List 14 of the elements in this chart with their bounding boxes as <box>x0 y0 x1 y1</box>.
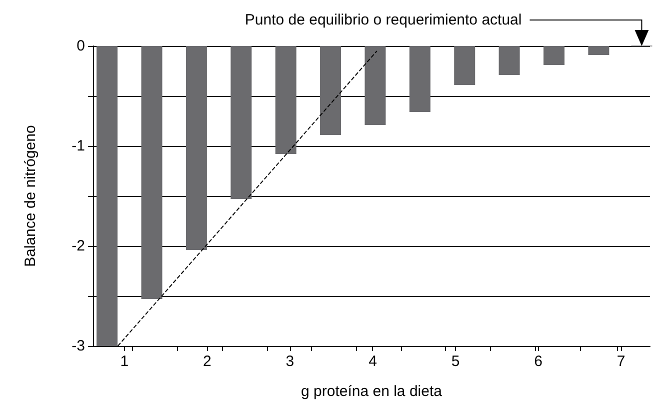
x-tick-label: 6 <box>534 353 542 370</box>
x-axis-title: g proteína en la dieta <box>301 383 443 400</box>
x-tick-label: 7 <box>616 353 626 370</box>
x-tick-label: 5 <box>451 353 460 370</box>
y-tick-label: -3 <box>72 338 85 354</box>
x-tick-label: 3 <box>286 353 294 370</box>
y-tick-label: -1 <box>72 138 85 154</box>
x-tick-label: 2 <box>203 353 212 370</box>
x-tick-label: 4 <box>368 353 377 370</box>
x-tick-label: 1 <box>120 353 129 370</box>
y-axis-title: Balance de nitrógeno <box>22 125 39 267</box>
y-tick-label: -2 <box>72 238 85 254</box>
y-tick-label: 0 <box>76 38 85 54</box>
text: Punto de equilibrio o requerimiento actual <box>244 12 522 28</box>
